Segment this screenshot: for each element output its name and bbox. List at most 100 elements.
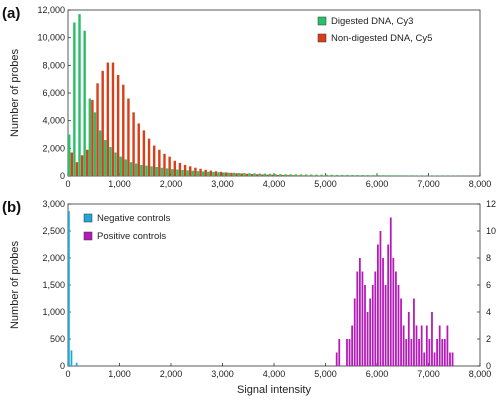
x-tick-label-a: 7,000: [417, 179, 440, 189]
bar-a-series-1: [225, 172, 228, 176]
bar-a-series-0: [371, 175, 375, 176]
bar-a-series-0: [83, 30, 86, 176]
bar-b-series-1: [413, 298, 415, 366]
bar-b-series-1: [407, 312, 410, 366]
bar-a-series-0: [356, 175, 359, 176]
bar-a-series-0: [129, 162, 133, 176]
y-tick-label-left-b: 500: [50, 334, 65, 344]
x-tick-label-b: 7,000: [417, 369, 440, 379]
bar-a-series-0: [165, 168, 169, 176]
y-tick-label-a: 0: [60, 171, 65, 181]
bar-b-series-1: [351, 325, 354, 366]
bar-a-series-0: [423, 175, 426, 176]
bar-a-series-1: [178, 162, 182, 176]
x-tick-label-b: 1,000: [108, 369, 131, 379]
bar-a-series-0: [217, 172, 220, 176]
y-tick-label-right-b: 10: [486, 226, 496, 236]
bar-a-series-1: [96, 83, 99, 176]
bar-a-series-0: [258, 173, 261, 176]
bar-a-series-0: [222, 172, 225, 176]
bar-a-series-1: [302, 175, 305, 176]
bar-a-series-0: [145, 165, 148, 176]
y-tick-label-right-b: 0: [486, 361, 491, 371]
bar-a-series-0: [284, 174, 287, 176]
bar-a-series-1: [281, 175, 285, 176]
bar-a-series-0: [413, 175, 416, 176]
y-tick-label-left-b: 1,500: [42, 280, 65, 290]
bar-a-series-0: [196, 171, 200, 176]
bar-a-series-1: [132, 112, 135, 176]
bar-b-series-1: [420, 325, 423, 366]
panel-a: 0 1,000 2,000 3,000 4,000 5,000 6,000 7,000 8,00…: [2, 5, 491, 189]
bar-b-series-1: [392, 258, 395, 366]
bar-a-series-1: [214, 171, 218, 176]
bar-b-series-1: [366, 312, 369, 366]
bar-a-series-1: [219, 171, 223, 176]
bar-a-series-0: [124, 159, 128, 176]
bar-a-series-0: [366, 175, 370, 176]
bar-a-series-0: [289, 174, 292, 176]
bar-a-series-1: [75, 162, 79, 176]
bar-a-series-0: [109, 146, 112, 176]
bar-a-series-0: [78, 14, 81, 177]
bar-a-series-0: [104, 140, 107, 176]
y-tick-label-left-b: 1,000: [42, 307, 65, 317]
bar-a-series-1: [101, 70, 104, 176]
bar-a-series-0: [263, 173, 267, 176]
bar-a-series-1: [204, 169, 207, 176]
bar-a-series-1: [292, 175, 295, 176]
bar-b-series-1: [361, 271, 364, 366]
y-tick-label-right-b: 12: [486, 199, 496, 209]
bar-a-series-0: [248, 173, 251, 176]
x-tick-label-a: 3,000: [211, 179, 234, 189]
bar-b-series-1: [358, 258, 361, 366]
x-tick-label-a: 4,000: [263, 179, 286, 189]
bar-b-series-1: [438, 325, 441, 366]
y-tick-label-a: 10,000: [37, 33, 65, 43]
bar-b-series-1: [415, 325, 418, 366]
x-tick-label-b: 5,000: [314, 369, 337, 379]
bar-a-series-1: [137, 123, 140, 176]
y-tick-label-a: 6,000: [42, 88, 65, 98]
x-tick-label-b: 6,000: [366, 369, 389, 379]
bar-a-series-1: [230, 172, 233, 176]
bar-a-series-1: [261, 174, 264, 176]
bar-a-series-0: [315, 174, 318, 176]
bar-a-series-0: [299, 174, 303, 176]
bar-a-series-1: [250, 174, 254, 176]
y-tick-label-right-b: 8: [486, 253, 491, 263]
bar-a-series-0: [351, 175, 354, 176]
bar-a-series-0: [232, 172, 236, 176]
bar-a-series-0: [68, 134, 71, 176]
x-tick-label-b: 3,000: [211, 369, 234, 379]
x-tick-label-a: 2,000: [160, 179, 183, 189]
bar-a-series-1: [209, 170, 213, 176]
bar-a-series-0: [253, 173, 256, 176]
bar-a-series-1: [235, 173, 238, 176]
x-tick-label-a: 6,000: [366, 179, 389, 189]
y-tick-label-right-b: 4: [486, 307, 491, 317]
bar-a-series-0: [93, 112, 97, 176]
bar-a-series-1: [189, 166, 192, 176]
bar-b-series-1: [433, 352, 436, 366]
bar-a-series-0: [134, 163, 138, 176]
bar-b-series-1: [405, 339, 408, 366]
x-tick-label-b: 2,000: [160, 369, 183, 379]
bar-a-series-1: [297, 175, 300, 176]
bar-b-series-1: [425, 325, 428, 366]
legend-swatch-a: [317, 33, 327, 43]
bar-a-series-1: [70, 152, 73, 176]
legend-label-a: Digested DNA, Cy3: [331, 16, 413, 27]
bar-a-series-0: [320, 174, 323, 176]
bar-a-series-0: [98, 130, 102, 176]
x-tick-label-a: 1,000: [108, 179, 131, 189]
bar-a-series-0: [114, 152, 117, 176]
x-tick-label-a: 0: [65, 179, 70, 189]
x-tick-label-b: 8,000: [469, 369, 492, 379]
bar-b-series-1: [387, 244, 390, 366]
bar-a-series-1: [271, 174, 274, 176]
y-axis-label-b: Number of probes: [9, 240, 21, 329]
bar-b-series-1: [353, 298, 356, 366]
